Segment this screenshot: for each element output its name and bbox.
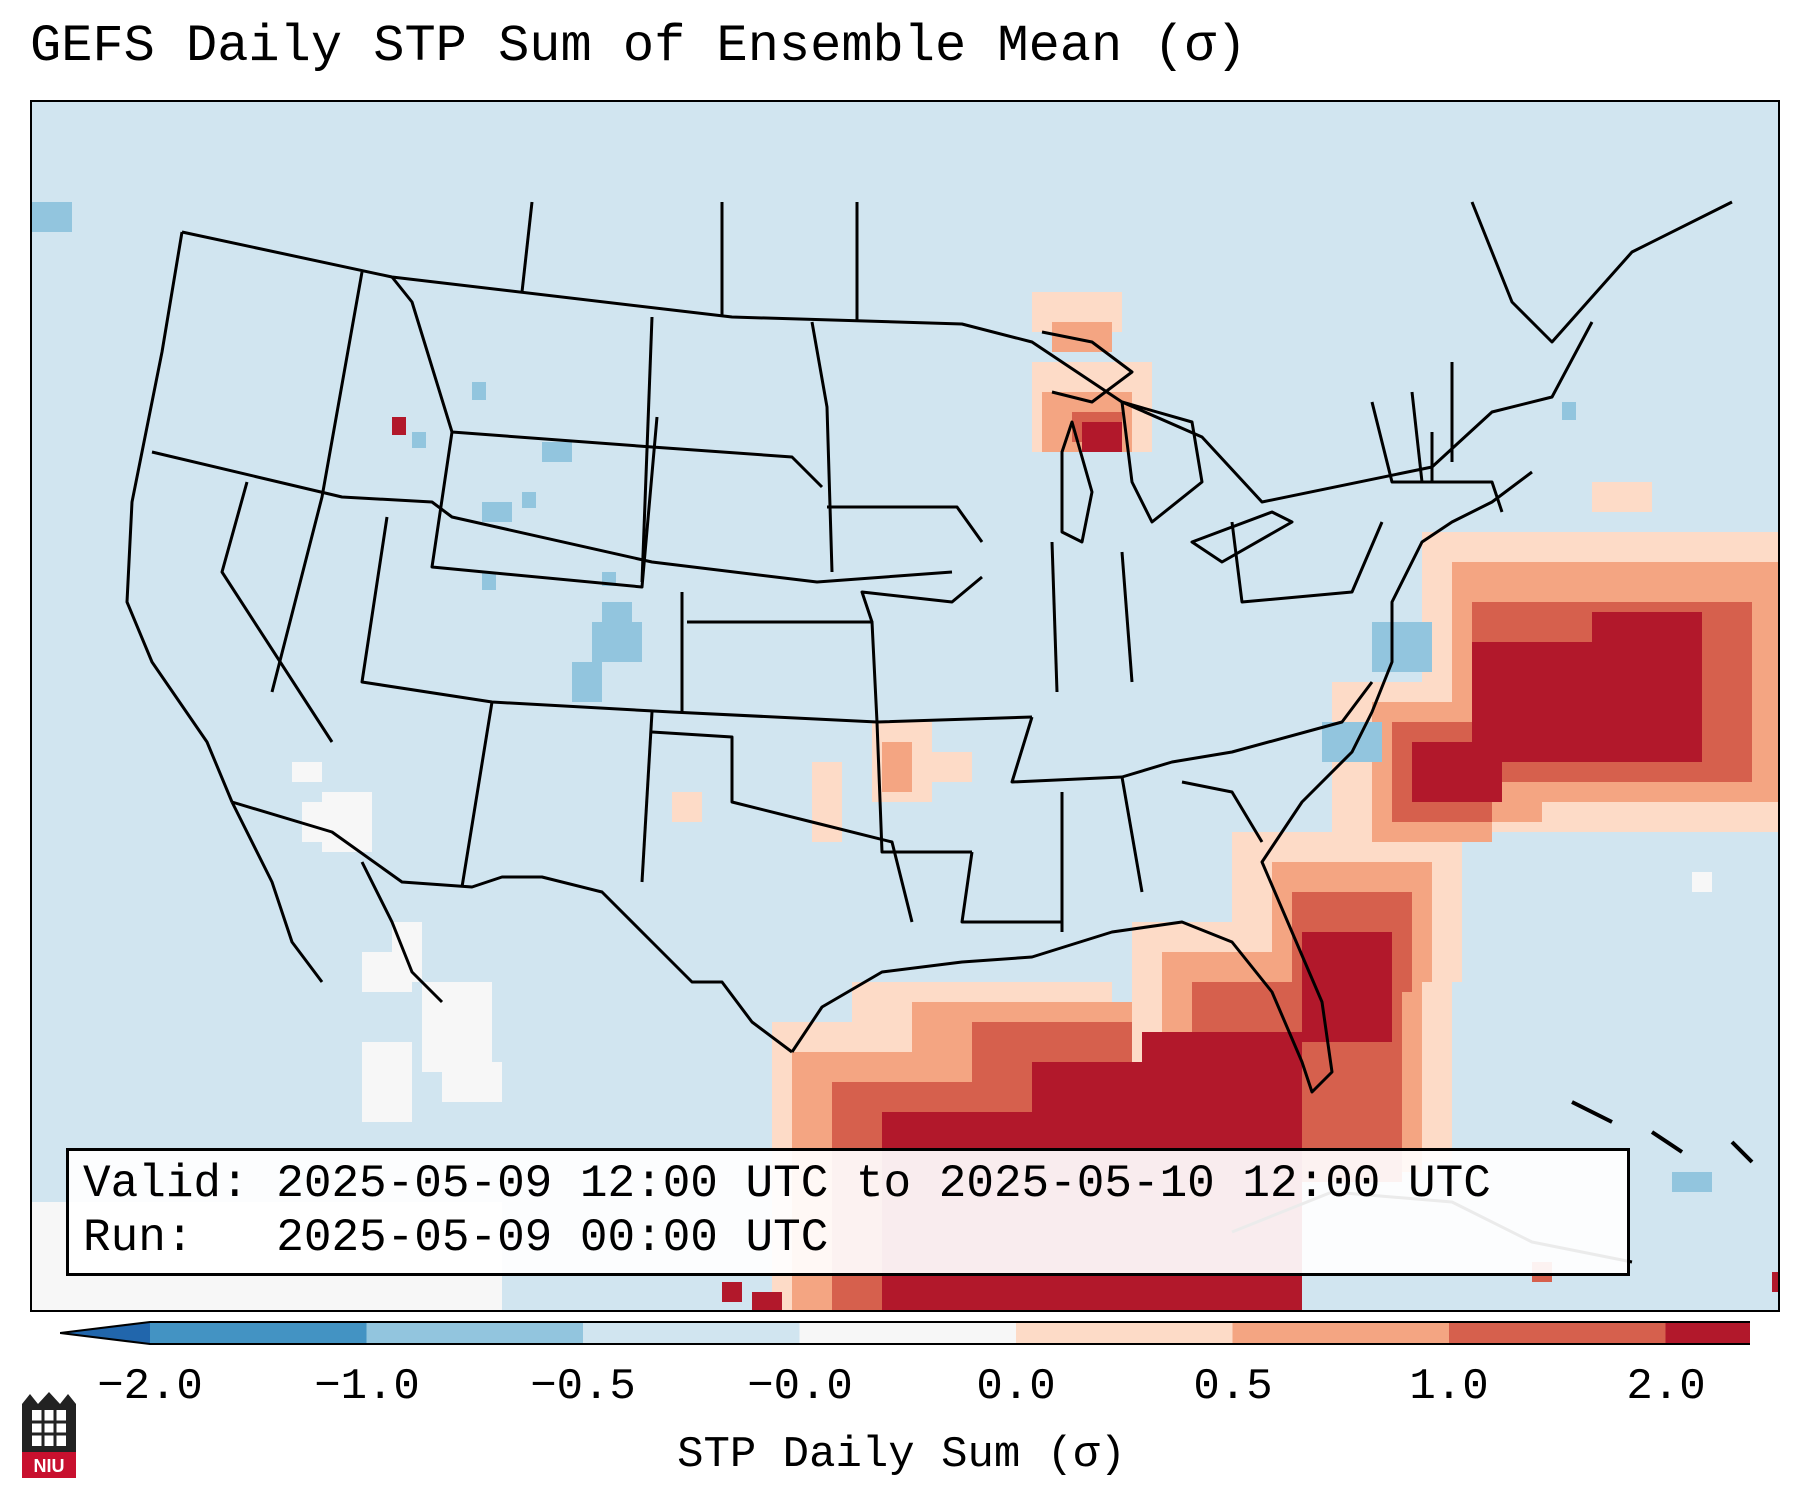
colorbar-label: STP Daily Sum (σ) [677,1430,1126,1480]
colorbar-tick-label: 0.0 [976,1362,1056,1412]
niu-logo-text: NIU [34,1456,65,1476]
boundaries [125,200,1754,1264]
map-canvas [32,200,1778,1310]
valid-time-text: Valid: 2025-05-09 12:00 UTC to 2025-05-1… [83,1158,1491,1210]
colorbar-segment [1449,1322,1666,1344]
colorbar-tick-label: 2.0 [1626,1362,1706,1412]
colorbar-outline [60,1321,1750,1345]
colorbar-segment [1232,1322,1450,1344]
colorbar-tick-label: 0.5 [1193,1362,1273,1412]
colorbar [60,1321,1750,1345]
colorbar-tick-label: −0.0 [747,1362,853,1412]
stp-negative-field [32,202,1712,1192]
niu-logo: NIU [22,1392,76,1478]
colorbar-segment [1016,1322,1233,1344]
chart-title: GEFS Daily STP Sum of Ensemble Mean (σ) [30,17,1247,76]
colorbar-tick-label: −0.5 [530,1362,636,1412]
colorbar-segment [1665,1322,1750,1344]
colorbar-segment [366,1322,584,1344]
colorbar-segment [150,1322,367,1344]
map-panel [30,100,1780,1312]
colorbar-tick-label: 1.0 [1409,1362,1489,1412]
colorbar-tick-label: −2.0 [97,1362,203,1412]
colorbar-segment [583,1322,800,1344]
run-time-text: Run: 2025-05-09 00:00 UTC [83,1212,829,1264]
info-box: Valid: 2025-05-09 12:00 UTC to 2025-05-1… [66,1148,1630,1276]
colorbar-tick-label: −1.0 [314,1362,420,1412]
colorbar-segment [799,1322,1017,1344]
colorbar-extend-low [60,1322,150,1344]
